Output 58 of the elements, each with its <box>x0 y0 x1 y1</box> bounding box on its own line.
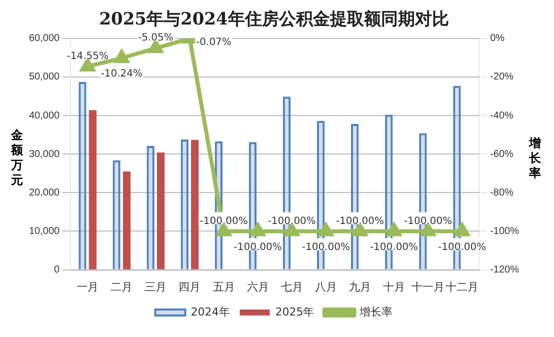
data-label: -5.05% <box>138 32 174 44</box>
bar <box>122 171 131 270</box>
point <box>318 223 334 236</box>
y-axis-title: 金额万元 <box>10 128 24 188</box>
y2-tick-label: -100% <box>490 226 520 237</box>
bar <box>88 110 97 270</box>
x-tick-label: 二月 <box>110 281 133 294</box>
y-tick-label: 20,000 <box>28 187 60 198</box>
point <box>114 50 129 64</box>
chart-title: 2025年与2024年住房公积金提取额同期对比 <box>99 10 449 30</box>
y2-tick-label: -80% <box>490 187 514 198</box>
bar <box>180 139 188 270</box>
data-label: -100.00% <box>370 242 418 253</box>
data-label: -100.00% <box>438 242 486 253</box>
y2-tick-label: -60% <box>490 148 514 160</box>
y-tick-label: 40,000 <box>28 110 60 122</box>
point <box>250 223 266 236</box>
legend-label: 2025年 <box>275 305 314 318</box>
y-tick-label: 0 <box>54 264 60 276</box>
data-label: -100.00% <box>336 216 384 227</box>
x-tick-label: 八月 <box>314 281 337 294</box>
data-label: -100.00% <box>302 242 350 253</box>
bar <box>78 82 86 270</box>
point <box>454 223 470 236</box>
x-tick-label: 十月 <box>382 280 405 294</box>
legend-label: 增长率 <box>358 305 393 318</box>
x-tick-label: 一月 <box>76 281 99 294</box>
y-tick-label: 50,000 <box>28 72 60 83</box>
bar <box>146 146 154 270</box>
x-tick-label: 四月 <box>178 281 201 294</box>
bar <box>112 160 120 270</box>
bar <box>191 140 199 270</box>
y2-tick-label: -40% <box>490 110 514 122</box>
y2-tick-label: -120% <box>490 264 520 276</box>
data-label: -100.00% <box>268 216 316 227</box>
point <box>148 40 163 54</box>
legend-label: 2024年 <box>190 305 230 318</box>
x-tick-label: 六月 <box>246 280 269 294</box>
point <box>386 223 402 236</box>
y2-axis-title: 增长率 <box>528 136 542 180</box>
x-tick-label: 十二月 <box>446 280 479 294</box>
data-label: -0.07% <box>196 37 232 48</box>
data-label: -14.55% <box>66 51 108 62</box>
y-tick-label: 10,000 <box>28 226 60 237</box>
y-tick-label: 30,000 <box>28 148 60 160</box>
y2-tick-label: 0% <box>490 33 505 44</box>
y-tick-label: 60,000 <box>28 33 60 44</box>
x-tick-label: 九月 <box>348 280 371 294</box>
x-tick-label: 五月 <box>212 281 235 294</box>
data-label: -10.24% <box>100 68 143 80</box>
x-tick-label: 三月 <box>144 281 167 294</box>
data-label: -100.00% <box>234 242 282 253</box>
x-tick-label: 七月 <box>280 280 303 294</box>
y2-tick-label: -20% <box>490 72 514 83</box>
data-label: -100.00% <box>404 216 452 227</box>
x-tick-label: 十一月 <box>412 280 445 294</box>
data-label: -100.00% <box>200 216 248 227</box>
bar <box>156 152 165 270</box>
